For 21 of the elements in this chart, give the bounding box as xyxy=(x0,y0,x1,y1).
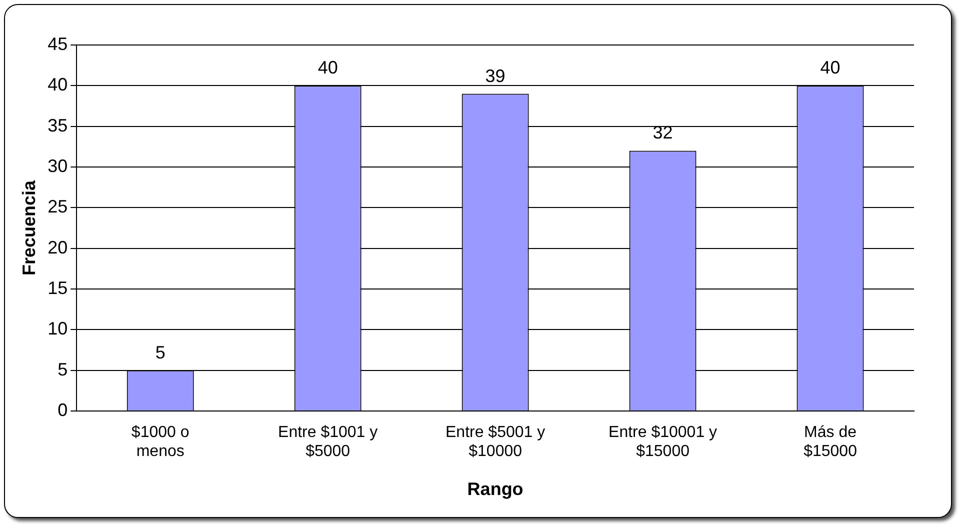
y-tick-label: 30 xyxy=(48,156,68,176)
y-tick-label: 20 xyxy=(48,237,68,258)
y-tick-label: 35 xyxy=(48,115,68,136)
y-tick-label: 5 xyxy=(58,359,68,380)
y-tick-label: 25 xyxy=(48,196,68,217)
y-tick-label: 10 xyxy=(48,318,68,339)
x-axis-title: Rango xyxy=(467,479,524,500)
y-tick-label: 40 xyxy=(48,74,68,95)
y-axis-title: Frecuencia xyxy=(18,179,39,276)
data-label: 5 xyxy=(155,342,166,362)
x-tick-label: Entre $5001 y $10000 xyxy=(446,424,546,460)
y-tick-label: 15 xyxy=(48,278,68,298)
y-tick-label: 45 xyxy=(48,34,68,54)
y-tick-label: 0 xyxy=(58,400,68,420)
data-label: 40 xyxy=(820,58,840,78)
x-tick-label: Entre $10001 y $15000 xyxy=(608,424,718,460)
data-label: 39 xyxy=(485,66,506,86)
data-label: 40 xyxy=(318,58,338,78)
x-tick-label: Entre $1001 y $5000 xyxy=(278,424,378,460)
x-tick-label: $1000 o menos xyxy=(131,424,190,460)
x-tick-label: Más de $15000 xyxy=(804,424,858,460)
